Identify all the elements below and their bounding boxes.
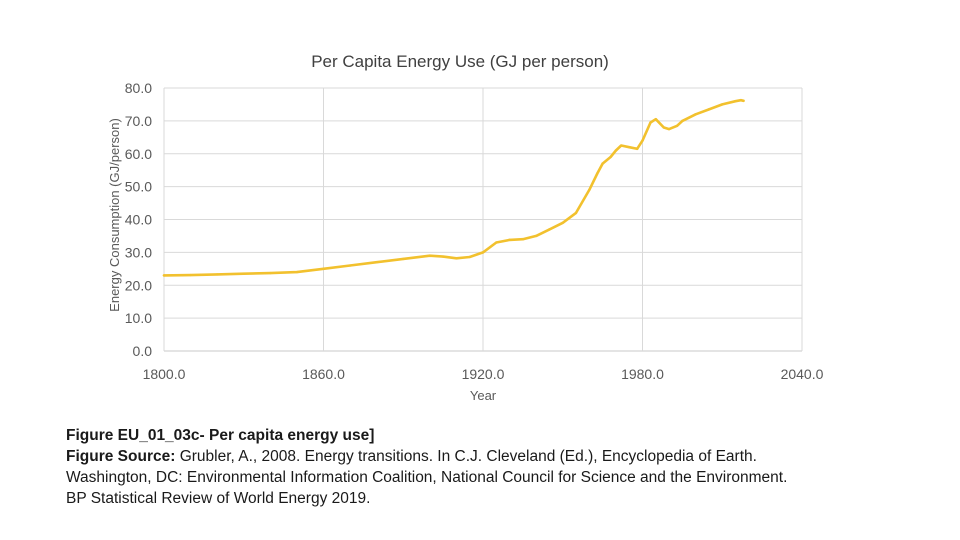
x-tick-label: 1920.0 [462,366,505,382]
x-axis-ticks: 1800.0 1860.0 1920.0 1980.0 2040.0 [143,366,824,382]
data-point [662,126,665,129]
data-point [508,238,511,242]
data-point [428,254,432,257]
x-tick-label: 2040.0 [781,366,824,382]
y-tick-label: 40.0 [125,212,152,228]
chart-title: Per Capita Energy Use (GJ per person) [311,52,609,71]
data-point [601,162,604,165]
data-point [534,234,538,238]
y-tick-label: 70.0 [125,113,152,129]
data-point [162,274,166,277]
y-axis-label: Energy Consumption (GJ/person) [107,118,122,312]
gridlines [163,87,803,352]
data-point [495,241,498,244]
y-tick-label: 20.0 [125,277,152,293]
data-point [322,267,325,271]
data-point [609,155,612,159]
data-point [521,238,525,241]
caption-line-2: Figure Source: Grubler, A., 2008. Energy… [66,446,936,467]
line-chart: Per Capita Energy Use (GJ per person) 0.… [107,52,824,403]
figure-source-label: Figure Source: [66,448,176,465]
data-point [441,255,445,258]
caption-line-1: Figure EU_01_03c- Per capita energy use] [66,425,936,446]
caption-line-4: BP Statistical Review of World Energy 20… [66,490,371,507]
figure-title: Figure EU_01_03c- Per capita energy use] [66,427,375,444]
data-point [481,251,485,254]
data-point [739,98,743,102]
data-point [588,188,591,192]
figure-caption: Figure EU_01_03c- Per capita energy use]… [66,425,936,509]
data-point [215,273,219,276]
data-point [694,113,697,116]
x-axis-label: Year [470,388,497,403]
y-tick-label: 50.0 [125,179,152,195]
caption-line-3: Washington, DC: Environmental Informatio… [66,469,788,486]
y-tick-label: 0.0 [133,343,153,359]
data-point [242,272,245,275]
y-axis-ticks: 0.0 10.0 20.0 30.0 40.0 50.0 60.0 70.0 80.0 [125,80,152,359]
x-tick-label: 1980.0 [621,366,664,382]
data-point [649,121,652,124]
data-point [641,139,644,142]
data-point [596,172,599,175]
y-tick-label: 80.0 [125,80,152,96]
data-point [189,273,192,277]
y-tick-label: 60.0 [125,146,152,162]
data-point [468,255,471,259]
data-point [654,118,657,121]
data-point [667,127,671,131]
x-tick-label: 1800.0 [143,366,186,382]
data-point [269,271,272,275]
x-tick-label: 1860.0 [302,366,345,382]
data-point [574,211,578,215]
data-point [734,99,737,103]
data-point [721,103,724,106]
data-point [614,149,618,152]
data-point [707,108,711,111]
data-point [742,99,745,103]
series-line [162,98,745,277]
plot-area [162,98,745,277]
data-point [348,264,352,267]
data-point [375,261,378,264]
data-point [402,257,405,261]
data-point [295,270,299,274]
data-point [620,144,623,147]
data-point [681,119,684,123]
y-tick-label: 10.0 [125,310,152,326]
data-point [635,147,639,151]
data-point [561,221,564,224]
data-point [455,257,458,260]
y-tick-label: 30.0 [125,244,152,260]
data-point [628,145,631,149]
data-point [548,228,551,231]
data-point [675,124,679,128]
figure-source-text: Grubler, A., 2008. Energy transitions. I… [175,448,757,465]
